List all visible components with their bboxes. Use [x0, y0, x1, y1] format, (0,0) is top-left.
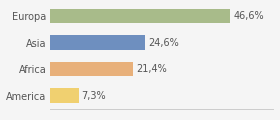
- Bar: [50, 62, 133, 76]
- Text: 21,4%: 21,4%: [136, 64, 167, 74]
- Bar: [50, 35, 145, 50]
- Text: 46,6%: 46,6%: [234, 11, 264, 21]
- Bar: [50, 88, 79, 103]
- Text: 24,6%: 24,6%: [148, 38, 179, 48]
- Bar: [50, 9, 230, 23]
- Text: 7,3%: 7,3%: [82, 91, 106, 101]
